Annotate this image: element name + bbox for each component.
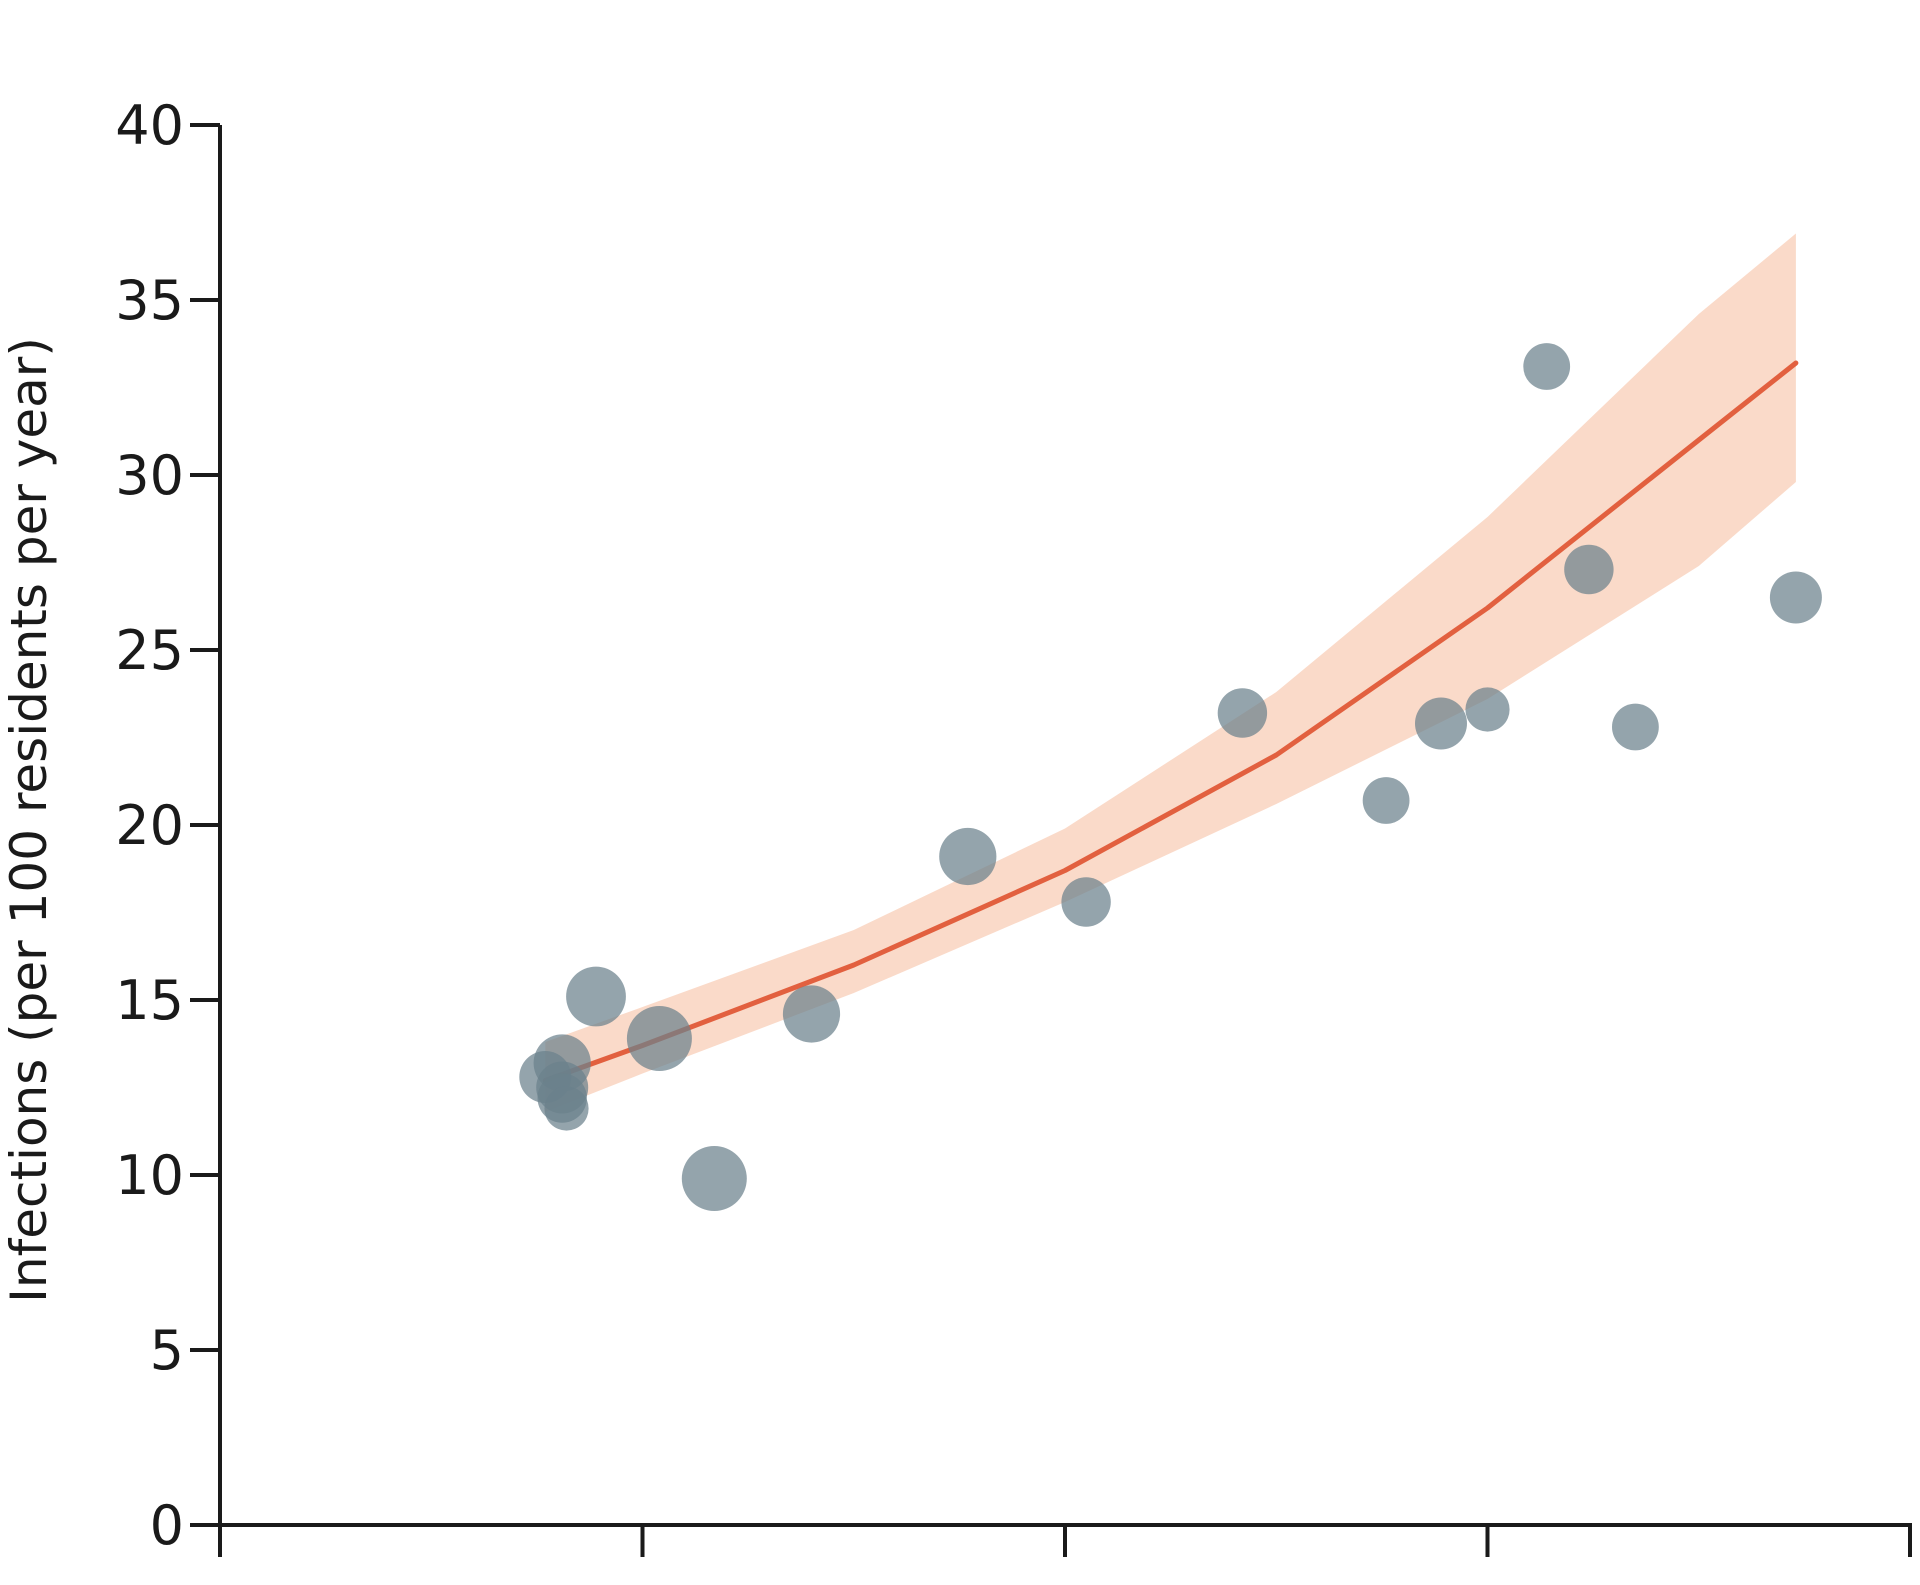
y-axis-title: Infections (per 100 residents per year) bbox=[0, 337, 58, 1303]
axes-layer: 0 5 10 15 20 25 30 35 40 bbox=[115, 94, 1912, 1557]
points-layer bbox=[519, 343, 1822, 1211]
data-point bbox=[1564, 544, 1614, 595]
y-tick-label: 25 bbox=[115, 619, 184, 682]
data-point bbox=[681, 1146, 747, 1211]
data-point bbox=[1415, 697, 1467, 750]
confidence-band-layer bbox=[545, 233, 1796, 1112]
data-point bbox=[566, 966, 626, 1027]
data-point bbox=[1217, 688, 1268, 738]
y-tick-label: 40 bbox=[115, 94, 184, 157]
y-tick-label: 0 bbox=[150, 1494, 184, 1557]
data-point bbox=[1523, 343, 1571, 390]
y-tick-label: 30 bbox=[115, 444, 184, 507]
y-tick-label: 15 bbox=[115, 969, 184, 1032]
data-point bbox=[626, 1006, 692, 1071]
data-point bbox=[1362, 777, 1410, 824]
data-point bbox=[939, 827, 997, 886]
y-tick-label: 5 bbox=[150, 1319, 184, 1382]
y-tick-label: 10 bbox=[115, 1144, 184, 1207]
y-tick-label: 35 bbox=[115, 269, 184, 332]
data-point bbox=[544, 1086, 589, 1131]
data-point bbox=[1612, 703, 1659, 751]
data-point bbox=[1769, 571, 1822, 624]
y-tick-label: 20 bbox=[115, 794, 184, 857]
data-point bbox=[1061, 877, 1111, 927]
data-point bbox=[782, 985, 841, 1043]
confidence-band bbox=[545, 233, 1796, 1112]
data-point bbox=[1465, 687, 1510, 732]
